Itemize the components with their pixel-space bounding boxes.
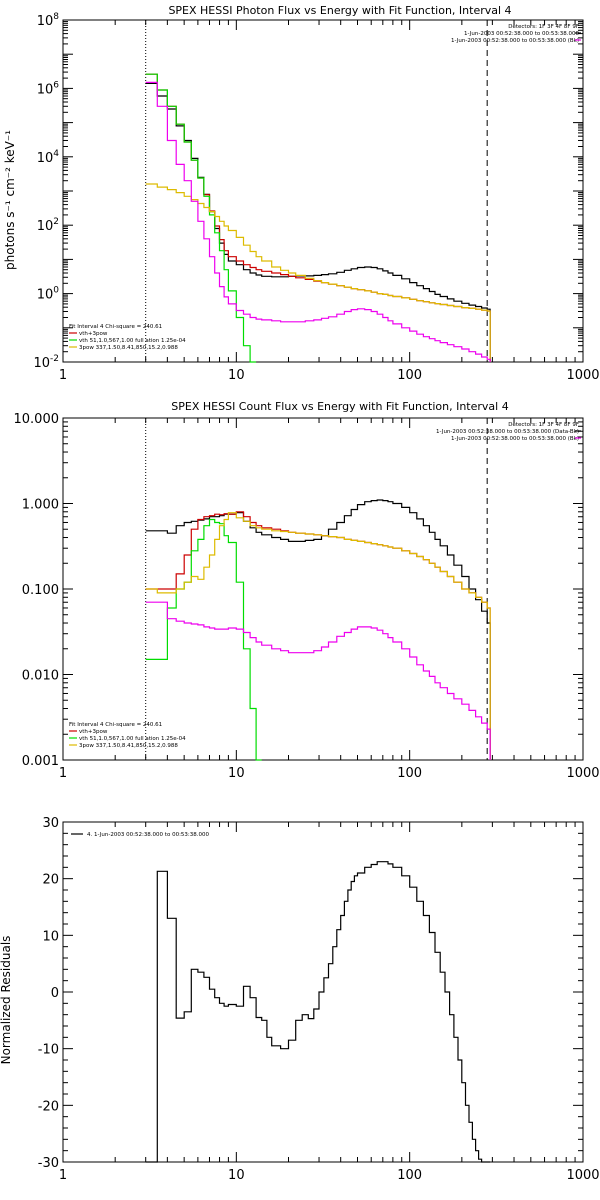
- photon-flux-detector-text: 1-Jun-2003 00:52:38.000 to 00:53:38.000: [464, 31, 580, 37]
- count-flux-detector-text: 1-Jun-2003 00:52:38.000 to 00:53:38.000 …: [451, 436, 579, 442]
- count-flux-ytick-label: 0.001: [22, 754, 59, 769]
- count-flux-fit-text: Fit Interval 4 Chi-square = 240.61: [69, 722, 162, 728]
- residuals-marks: [145, 861, 491, 1163]
- count-flux-ytick-label: 0.010: [22, 669, 59, 684]
- residuals-annotations: 4. 1-Jun-2003 00:52:38.000 to 00:53:38.0…: [71, 832, 210, 838]
- count-flux-xtick-label: 10: [228, 766, 245, 781]
- photon-flux-title: SPEX HESSI Photon Flux vs Energy with Fi…: [168, 4, 511, 17]
- photon-flux-ytick-label: 100: [37, 286, 60, 303]
- photon-flux-fit-text: vth+3pow: [79, 331, 108, 337]
- residuals-xtick-label: 10: [228, 1168, 245, 1183]
- photon-flux-marks: [145, 20, 491, 363]
- residuals-ticks: [62, 821, 583, 1163]
- count-flux-xtick-label: 100: [397, 766, 422, 781]
- photon-flux-fit-text: Fit Interval 4 Chi-square = 240.61: [69, 324, 162, 330]
- photon-flux-ylabel: photons s⁻¹ cm⁻² keV⁻¹: [3, 130, 17, 270]
- residuals-ytick-label: -20: [38, 1099, 59, 1114]
- photon-flux-xtick-label: 100: [397, 368, 422, 383]
- photon-flux-series-3pow: [145, 183, 491, 362]
- residuals-series-residuals: [145, 861, 491, 1163]
- count-flux-series-vth: [145, 518, 262, 761]
- count-flux-title: SPEX HESSI Count Flux vs Energy with Fit…: [171, 400, 508, 413]
- residuals-xtick-label: 1000: [566, 1168, 599, 1183]
- photon-flux-panel: SPEX HESSI Photon Flux vs Energy with Fi…: [3, 4, 600, 383]
- residuals-xtick-label: 1: [59, 1168, 67, 1183]
- residuals-ytick-label: 20: [42, 873, 59, 888]
- photon-flux-labels: 1 10 100 1000 10-2 100 102 104 106 108: [33, 12, 599, 383]
- residuals-ylabel: Normalized Residuals: [0, 936, 13, 1065]
- photon-flux-series-vth: [145, 73, 257, 363]
- count-flux-ticks: [62, 418, 583, 761]
- residuals-ytick-label: 10: [42, 929, 59, 944]
- residuals-panel: Normalized Residuals 1 10 100 1000-30-20-10…: [0, 816, 600, 1183]
- count-flux-frame: [62, 417, 584, 761]
- count-flux-fit-text: vth 51,1.0,567,1.00 full ation 1.25e-04: [79, 736, 186, 742]
- count-flux-ytick-label: 1.000: [22, 498, 59, 513]
- photon-flux-ytick-label: 10-2: [33, 354, 59, 371]
- count-flux-labels: 1 10 100 1000 0.001 0.010 0.100 1.000 10.000: [14, 412, 600, 781]
- photon-flux-annotations: Detectors: 1F 3F 4F 8F 9F1-Jun-2003 00:5…: [69, 24, 581, 351]
- count-flux-xtick-label: 1: [59, 766, 67, 781]
- photon-flux-fit-text: vth 51,1.0,567,1.00 full ation 1.25e-04: [79, 338, 186, 344]
- residuals-ytick-label: 0: [51, 986, 59, 1001]
- count-flux-ytick-label: 0.100: [22, 583, 59, 598]
- photon-flux-xtick-label: 10: [228, 368, 245, 383]
- photon-flux-ytick-label: 108: [37, 12, 60, 29]
- count-flux-annotations: Detectors: 1F 3F 4F 8F 9F1-Jun-2003 00:5…: [69, 422, 581, 749]
- photon-flux-ytick-label: 104: [37, 149, 60, 166]
- photon-flux-xtick-label: 1000: [566, 368, 599, 383]
- photon-flux-ticks: [62, 20, 583, 363]
- photon-flux-detector-text: Detectors: 1F 3F 4F 8F 9F: [508, 24, 579, 30]
- residuals-xtick-label: 100: [397, 1168, 422, 1183]
- count-flux-xtick-label: 1000: [566, 766, 599, 781]
- photon-flux-ytick-label: 102: [37, 217, 59, 234]
- photon-flux-frame: [62, 19, 584, 363]
- residuals-legend-text: 4. 1-Jun-2003 00:52:38.000 to 00:53:38.0…: [87, 832, 210, 838]
- photon-flux-series-background: [145, 81, 491, 362]
- count-flux-panel: SPEX HESSI Count Flux vs Energy with Fit…: [14, 400, 600, 781]
- count-flux-series-data: [145, 499, 491, 760]
- count-flux-marks: [145, 418, 491, 761]
- photon-flux-fit-text: 3pow 337,1.50,8.41,850,15.2,0.988: [79, 345, 178, 351]
- count-flux-ytick-label: 10.000: [14, 412, 60, 427]
- count-flux-detector-text: Detectors: 1F 3F 4F 8F 9F: [508, 422, 579, 428]
- count-flux-fit-text: vth+3pow: [79, 729, 108, 735]
- residuals-ytick-label: 30: [42, 816, 59, 831]
- photon-flux-xtick-label: 1: [59, 368, 67, 383]
- photon-flux-detector-text: 1-Jun-2003 00:52:38.000 to 00:53:38.000 …: [451, 38, 579, 44]
- residuals-ytick-label: -30: [38, 1156, 59, 1171]
- residuals-labels: 1 10 100 1000 -30 -20 -10 0 10 20 30: [38, 816, 600, 1183]
- photon-flux-ytick-label: 106: [37, 80, 60, 97]
- count-flux-detector-text: 1-Jun-2003 00:52:38.000 to 00:53:38.000 …: [436, 429, 579, 435]
- residuals-ytick-label: -10: [38, 1043, 59, 1058]
- count-flux-series-background: [145, 601, 491, 760]
- count-flux-series-3pow: [145, 512, 491, 760]
- count-flux-fit-text: 3pow 337,1.50,8.41,850,15.2,0.988: [79, 743, 178, 749]
